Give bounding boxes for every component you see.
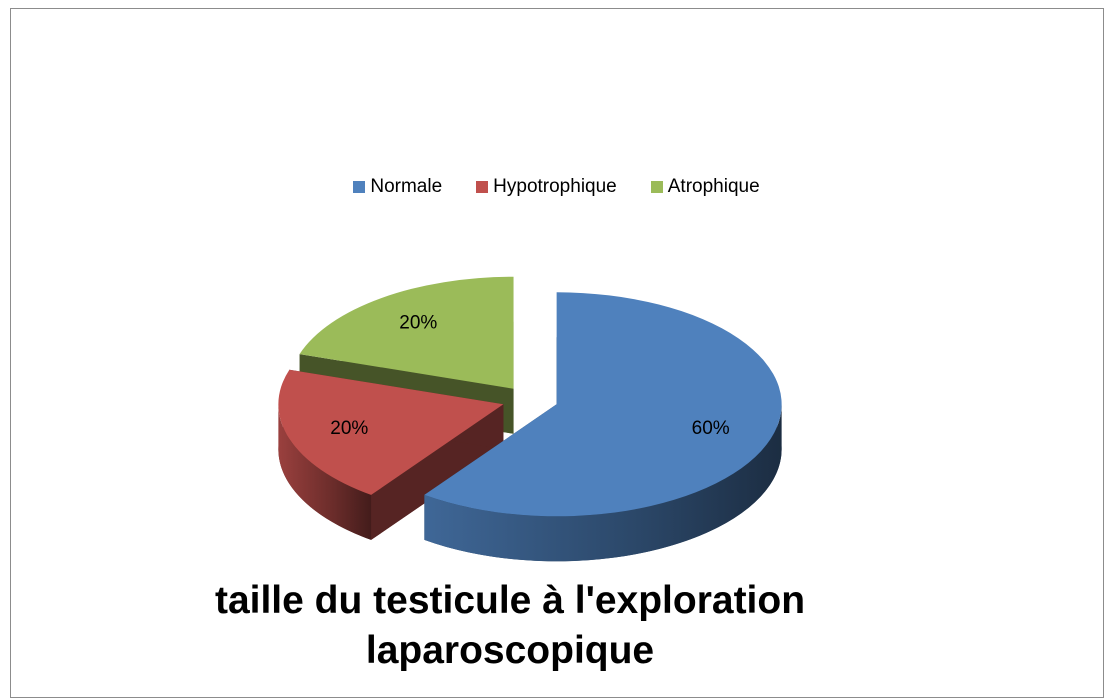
data-label: 60% xyxy=(692,418,730,439)
legend: Normale Hypotrophique Atrophique xyxy=(0,176,1113,198)
legend-item: Atrophique xyxy=(650,176,760,198)
legend-label: Hypotrophique xyxy=(493,176,617,197)
data-label: 20% xyxy=(399,313,437,334)
legend-item: Normale xyxy=(353,176,442,198)
chart-title: taille du testicule à l'exploration lapa… xyxy=(214,579,806,672)
slice xyxy=(299,276,514,389)
legend-label: Atrophique xyxy=(667,176,760,197)
data-label: 20% xyxy=(330,418,368,439)
slice-wall xyxy=(424,404,782,562)
legend-item: Hypotrophique xyxy=(476,176,617,198)
legend-label: Normale xyxy=(370,176,443,197)
slice xyxy=(424,292,782,517)
page: {"chart_data": {"type": "pie", "title": … xyxy=(0,8,1113,698)
legend-swatch xyxy=(476,181,489,193)
slice xyxy=(278,369,504,495)
chart: 60% 20% 20% xyxy=(278,276,782,562)
legend-swatch xyxy=(353,181,366,193)
legend-swatch xyxy=(650,181,663,193)
slice-wall xyxy=(278,404,372,540)
